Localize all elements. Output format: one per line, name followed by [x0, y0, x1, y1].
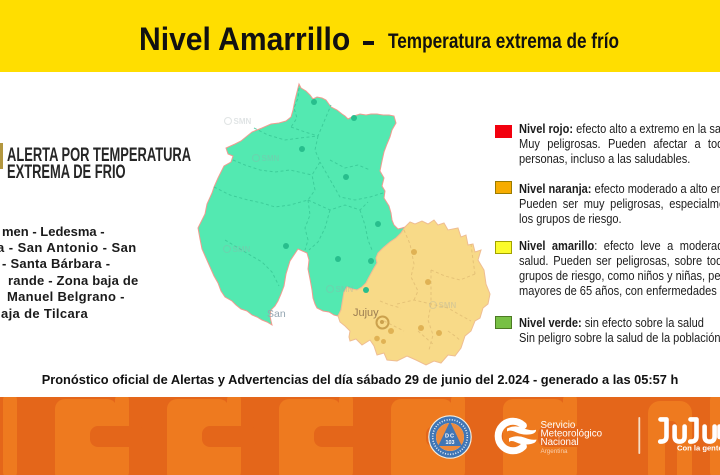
svg-text:DC: DC	[445, 434, 455, 440]
svg-text:Meteorológico: Meteorológico	[541, 429, 603, 440]
svg-text:103: 103	[446, 440, 455, 446]
svg-text:Jujuy: Jujuy	[353, 307, 379, 319]
svg-text:Argentina: Argentina	[541, 448, 568, 455]
svg-text:Servicio: Servicio	[541, 420, 576, 431]
svg-text:Con la gente: Con la gente	[677, 444, 720, 453]
svg-text:SMN: SMN	[262, 154, 280, 163]
svg-text:San: San	[267, 308, 286, 320]
svg-text:SMN: SMN	[439, 301, 457, 310]
svg-text:Nacional: Nacional	[541, 437, 579, 448]
svg-text:SMN: SMN	[233, 245, 251, 254]
svg-text:SMN: SMN	[336, 285, 354, 294]
svg-text:SMN: SMN	[234, 117, 252, 126]
